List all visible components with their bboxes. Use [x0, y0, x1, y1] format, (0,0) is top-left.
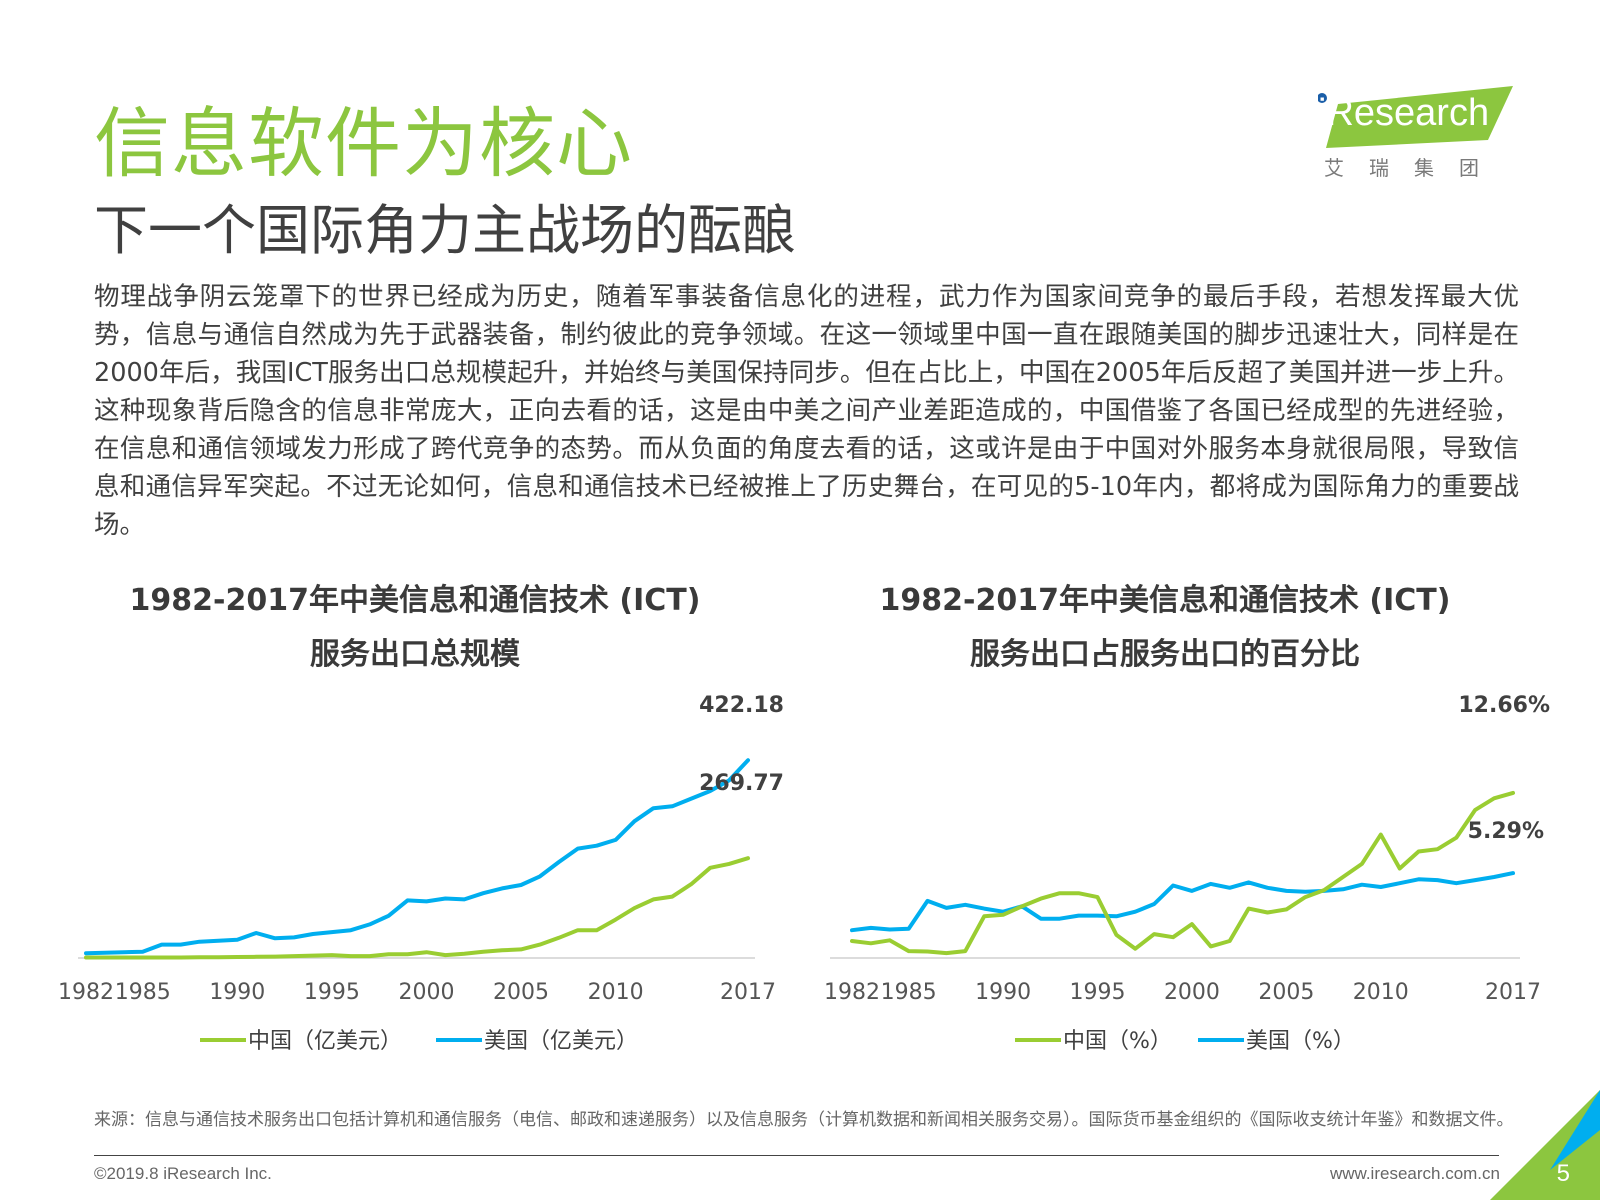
logo-wordmark: iResearch — [1318, 92, 1490, 134]
chart2-end-value-label: 5.29% — [1468, 819, 1544, 844]
chart1-legend-label: 美国（亿美元） — [484, 1029, 638, 1054]
chart1-x-tick-label: 1982 — [58, 980, 114, 1005]
line-charts: 1982 1985 1990 1995 2000 2005 2010 2017422.1826… — [58, 693, 1550, 1054]
chart2-x-tick-label: 1982 — [824, 980, 880, 1005]
chart2-title: 1982-2017年中美信息和通信技术 (ICT) — [879, 583, 1451, 618]
chart1-x-tick-label: 2017 — [720, 980, 776, 1005]
page-subtitle: 下一个国际角力主战场的酝酿 — [94, 199, 796, 262]
chart1-x-tick-label: 1995 — [304, 980, 360, 1005]
chart2-series-china-line — [850, 790, 1515, 956]
chart1-title: 1982-2017年中美信息和通信技术 (ICT) — [129, 583, 701, 618]
chart1-x-tick-label: 2005 — [493, 980, 549, 1005]
chart2-x-tick-label: 2005 — [1258, 980, 1314, 1005]
chart2-x-tick-label: 1995 — [1070, 980, 1126, 1005]
chart2-x-tick-label: 2010 — [1353, 980, 1409, 1005]
chart2-x-tick-label: 1990 — [975, 980, 1031, 1005]
source-note: 来源：信息与通信技术服务出口包括计算机和通信服务（电信、邮政和速递服务）以及信息… — [94, 1110, 1514, 1130]
chart1-end-value-label: 422.18 — [699, 693, 784, 718]
chart1-title-block: 1982-2017年中美信息和通信技术 (ICT) 服务出口总规模 — [70, 574, 760, 682]
page-title: 信息软件为核心 — [94, 99, 633, 188]
chart2-series-usa-line — [850, 871, 1515, 933]
chart1-legend-label: 中国（亿美元） — [248, 1029, 402, 1054]
logo-subtext: 艾瑞集团 — [1324, 156, 1504, 180]
chart1-subtitle: 服务出口总规模 — [310, 637, 520, 672]
chart2-legend-label: 美国（%） — [1246, 1029, 1355, 1054]
chart2-legend-label: 中国（%） — [1063, 1029, 1172, 1054]
chart1-x-tick-label: 2010 — [588, 980, 644, 1005]
iresearch-logo: iResearch 艾瑞集团 — [1318, 86, 1518, 181]
body-paragraph: 物理战争阴云笼罩下的世界已经成为历史，随着军事装备信息化的进程，武力作为国家间竞… — [94, 282, 1519, 540]
chart2-title-block: 1982-2017年中美信息和通信技术 (ICT) 服务出口占服务出口的百分比 — [820, 574, 1510, 682]
chart2-x-tick-label: 2000 — [1164, 980, 1220, 1005]
chart1-series-china-line — [84, 856, 750, 960]
corner-decoration — [1490, 1090, 1600, 1200]
footer-divider — [94, 1155, 1499, 1156]
chart1-x-tick-label: 1985 — [115, 980, 171, 1005]
chart2-end-value-label: 12.66% — [1458, 693, 1550, 718]
chart1-end-value-label: 269.77 — [699, 771, 784, 796]
chart2-x-tick-label: 1985 — [881, 980, 937, 1005]
page-number: 5 — [1556, 1160, 1570, 1187]
chart1-x-tick-label: 2000 — [398, 980, 454, 1005]
chart2-subtitle: 服务出口占服务出口的百分比 — [970, 637, 1360, 672]
chart1-series-usa-line — [84, 758, 750, 956]
website-link[interactable]: www.iresearch.com.cn — [1329, 1164, 1500, 1183]
chart2-x-tick-label: 2017 — [1485, 980, 1541, 1005]
chart1-x-tick-label: 1990 — [209, 980, 265, 1005]
copyright: ©2019.8 iResearch Inc. — [94, 1164, 272, 1183]
